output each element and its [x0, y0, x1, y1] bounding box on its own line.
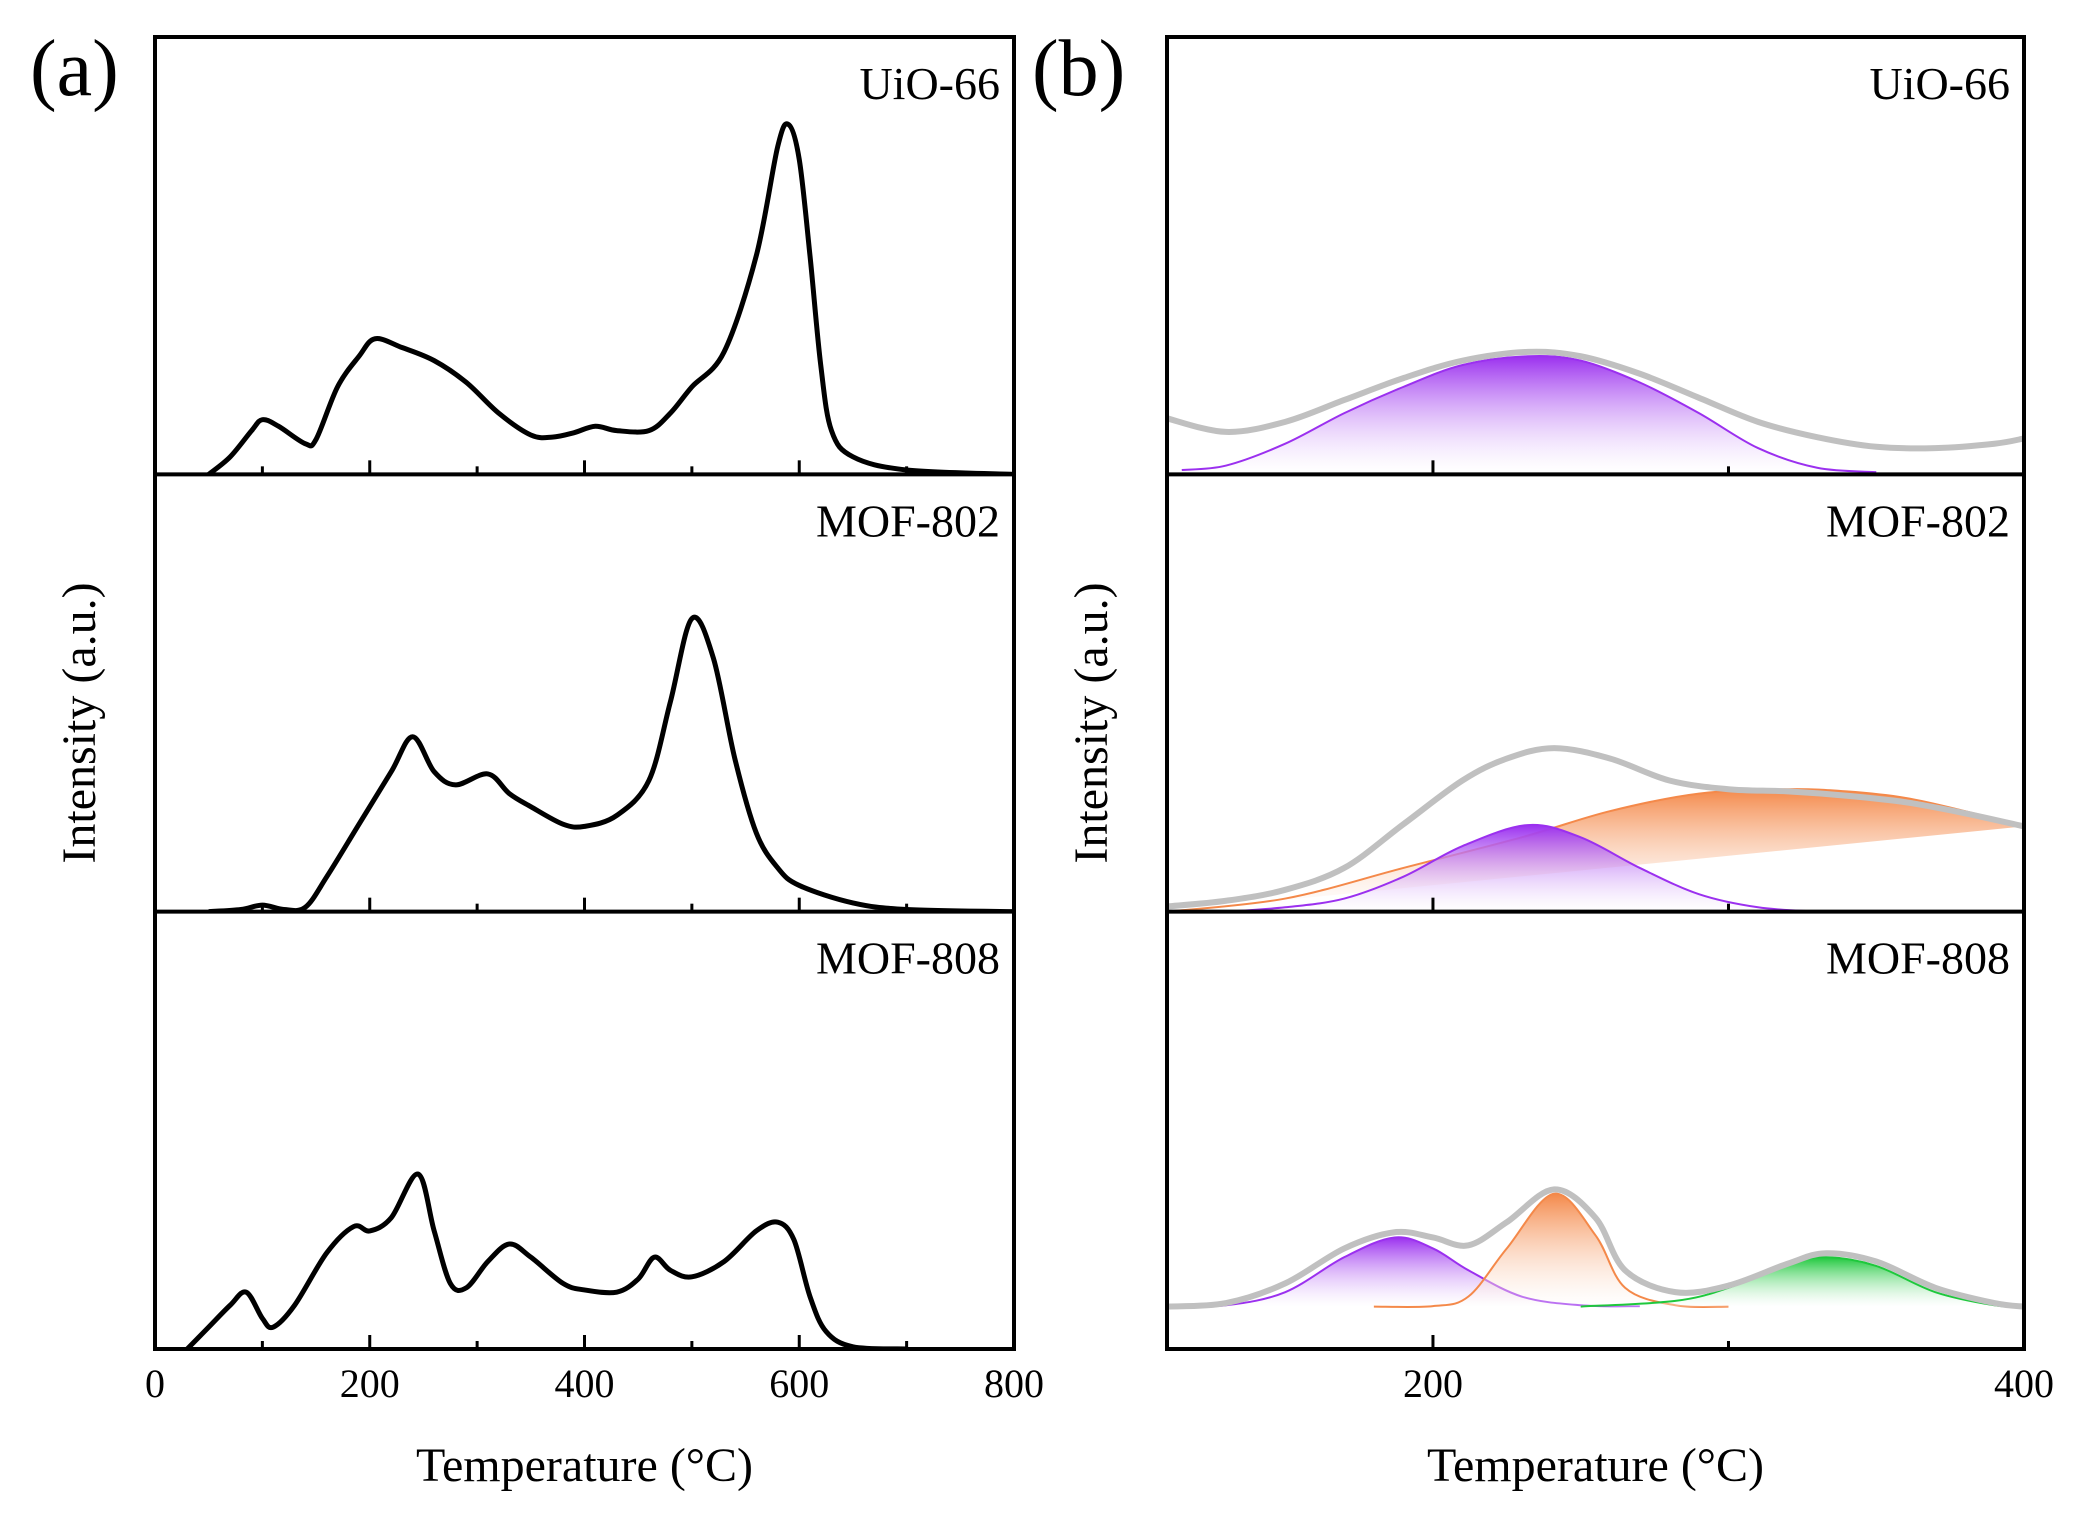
panel-label: MOF-802 [816, 495, 1000, 546]
plot-area [207, 121, 1014, 475]
y-axis-label: Intensity (a.u.) [53, 582, 106, 863]
component-line [1580, 1256, 2024, 1308]
x-tick-label: 200 [340, 1361, 400, 1406]
plot-area [1167, 348, 2024, 474]
x-tick-label: 400 [555, 1361, 615, 1406]
panel-label: UiO-66 [1869, 58, 2010, 109]
frame [153, 35, 1016, 1351]
line [1167, 745, 2024, 910]
x-tick-label: 200 [1403, 1361, 1463, 1406]
panel-label: UiO-66 [859, 58, 1000, 109]
area [1580, 1257, 2024, 1307]
area [1181, 356, 1877, 473]
frame [1165, 35, 2026, 1351]
panel-label: MOF-802 [1826, 495, 2010, 546]
x-tick-label: 600 [769, 1361, 829, 1406]
x-axis-label: Temperature (°C) [416, 1439, 753, 1492]
panel-tag: (b) [1032, 25, 1125, 113]
line [185, 1171, 907, 1350]
line [1167, 1186, 2024, 1310]
line [1167, 348, 2024, 452]
plot-area [1167, 1186, 2024, 1310]
plot-area [1167, 745, 2024, 912]
y-axis-label: Intensity (a.u.) [1065, 582, 1118, 863]
line [207, 121, 1014, 475]
component-line [1226, 823, 1818, 912]
x-tick-label: 400 [1994, 1361, 2054, 1406]
panel-label: MOF-808 [1826, 933, 2010, 984]
component-line [1167, 788, 2024, 912]
panel-tag: (a) [30, 25, 119, 113]
plot-area [208, 614, 1014, 912]
area [1167, 1237, 1640, 1307]
plot-area [185, 1171, 907, 1350]
x-tick-label: 0 [145, 1361, 165, 1406]
area [1373, 1193, 1729, 1308]
x-tick-label: 800 [984, 1361, 1044, 1406]
panel-label: MOF-808 [816, 933, 1000, 984]
component-line [1181, 355, 1877, 474]
x-axis-label: Temperature (°C) [1427, 1439, 1764, 1492]
line [208, 614, 1014, 912]
